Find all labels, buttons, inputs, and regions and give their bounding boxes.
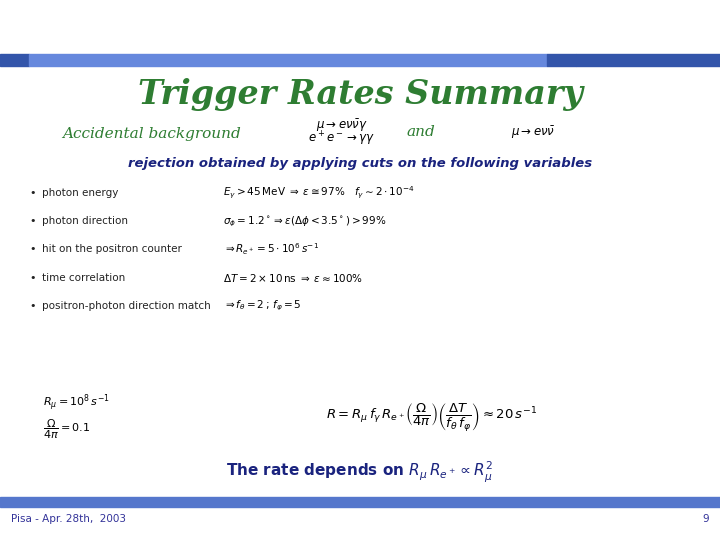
Bar	[576, 54, 720, 66]
Text: photon energy: photon energy	[42, 188, 118, 198]
Text: •: •	[29, 273, 36, 282]
Text: $E_{\gamma} > 45\,\mathrm{MeV}\;\Rightarrow\;\varepsilon \cong 97\%\quad f_{\gam: $E_{\gamma} > 45\,\mathrm{MeV}\;\Rightar…	[223, 185, 415, 201]
Text: $R_{\mu} = 10^8\,s^{-1}$: $R_{\mu} = 10^8\,s^{-1}$	[43, 392, 110, 413]
Text: hit on the positron counter: hit on the positron counter	[42, 245, 181, 254]
Text: photon direction: photon direction	[42, 217, 127, 226]
Bar	[547, 54, 576, 66]
Text: 9: 9	[703, 515, 709, 524]
Text: Trigger Rates Summary: Trigger Rates Summary	[138, 78, 582, 111]
Text: Pisa - Apr. 28th,  2003: Pisa - Apr. 28th, 2003	[11, 515, 126, 524]
Text: time correlation: time correlation	[42, 273, 125, 282]
Text: $\Rightarrow f_{\theta} = 2\,;\,f_{\varphi} = 5$: $\Rightarrow f_{\theta} = 2\,;\,f_{\varp…	[223, 299, 302, 313]
Text: Accidental background: Accidental background	[62, 127, 240, 141]
Text: $\dfrac{\Omega}{4\pi} = 0.1$: $\dfrac{\Omega}{4\pi} = 0.1$	[43, 417, 91, 441]
Text: $\mu \rightarrow e\nu\bar{\nu}$: $\mu \rightarrow e\nu\bar{\nu}$	[510, 124, 555, 140]
Text: $\sigma_{\phi} = 1.2^\circ \Rightarrow \varepsilon(\Delta\phi < 3.5^\circ) > 99\: $\sigma_{\phi} = 1.2^\circ \Rightarrow \…	[223, 214, 387, 228]
Text: and: and	[407, 125, 436, 139]
Text: rejection obtained by applying cuts on the following variables: rejection obtained by applying cuts on t…	[128, 157, 592, 170]
Text: The rate depends on $R_{\mu}\,R_{e^+} \propto R_{\mu}^{2}$: The rate depends on $R_{\mu}\,R_{e^+} \p…	[226, 460, 494, 484]
Text: $e^+e^- \rightarrow \gamma\gamma$: $e^+e^- \rightarrow \gamma\gamma$	[308, 130, 376, 148]
Text: positron-photon direction match: positron-photon direction match	[42, 301, 210, 310]
Text: $R = R_{\mu}\,f_{\gamma}\,R_{e^+}\left(\dfrac{\Omega}{4\pi}\right)\left(\dfrac{\: $R = R_{\mu}\,f_{\gamma}\,R_{e^+}\left(\…	[326, 402, 538, 435]
Text: $\Rightarrow R_{e^+} = 5\cdot10^6\,s^{-1}$: $\Rightarrow R_{e^+} = 5\cdot10^6\,s^{-1…	[223, 242, 319, 257]
Text: •: •	[29, 301, 36, 310]
Bar	[0, 497, 720, 507]
Bar	[29, 54, 547, 66]
Bar	[0, 54, 29, 66]
Text: •: •	[29, 245, 36, 254]
Text: $\mu \rightarrow e\nu\bar{\nu}\gamma$: $\mu \rightarrow e\nu\bar{\nu}\gamma$	[316, 118, 368, 134]
Text: •: •	[29, 217, 36, 226]
Text: $\Delta T = 2\times10\,\mathrm{ns}\;\Rightarrow\;\varepsilon \approx 100\%$: $\Delta T = 2\times10\,\mathrm{ns}\;\Rig…	[223, 272, 364, 284]
Text: •: •	[29, 188, 36, 198]
